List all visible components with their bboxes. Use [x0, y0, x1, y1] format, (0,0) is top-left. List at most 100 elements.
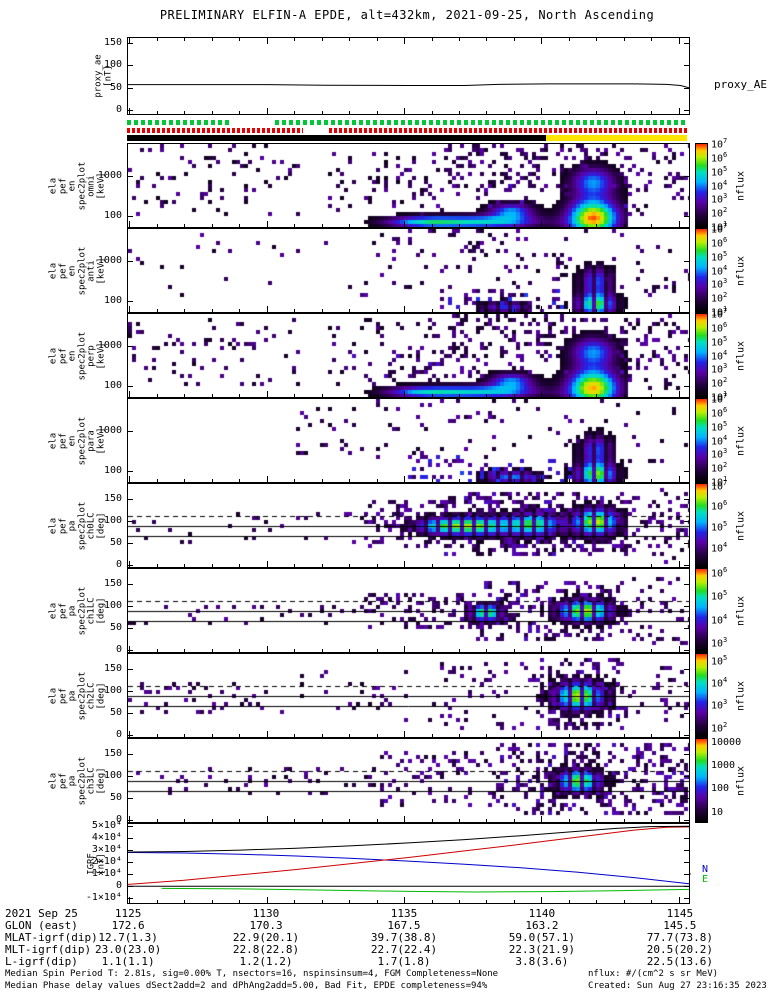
time-minor-tick [596, 564, 597, 567]
time-minor-tick [267, 479, 268, 482]
colorbar-tick-label: 1000 [711, 760, 736, 771]
time-minor-tick [184, 38, 185, 41]
time-minor-tick [157, 224, 158, 227]
colorbar-anti [695, 228, 708, 313]
y-tick-label-igrf: 3×10⁴ [91, 844, 122, 855]
y-tick [128, 301, 133, 302]
y-tick [684, 898, 689, 899]
colorbar-tick-label: 106 [711, 321, 728, 335]
y-tick [128, 606, 133, 607]
panel-pa1 [127, 568, 690, 653]
time-minor-tick [267, 224, 268, 227]
time-minor-tick [322, 900, 323, 903]
colorbar-axis-label: nflux [735, 340, 747, 371]
time-minor-tick [294, 224, 295, 227]
y-tick [128, 798, 133, 799]
panel-perp [127, 313, 690, 398]
y-tick [128, 65, 133, 66]
time-minor-tick [239, 819, 240, 822]
time-minor-tick [294, 394, 295, 397]
time-minor-tick [267, 734, 268, 737]
time-minor-tick [377, 394, 378, 397]
time-minor-tick [212, 111, 213, 114]
time-minor-tick [651, 649, 652, 652]
time-minor-tick [322, 649, 323, 652]
time-minor-tick [541, 479, 542, 482]
colorbar-tick-label: 103 [711, 698, 728, 712]
table-cell: 77.7(73.8) [646, 931, 713, 944]
series-N [128, 852, 689, 885]
availability-bar-red [329, 128, 688, 133]
time-minor-tick [404, 111, 405, 114]
y-tick [684, 471, 689, 472]
time-minor-tick [514, 309, 515, 312]
y-tick [684, 110, 689, 111]
footer-created: Created: Sun Aug 27 23:16:35 2023 [588, 981, 767, 991]
spectrogram-pa3 [128, 739, 689, 822]
axis-label-omni: ela pef en spec2plot omni [keV] [48, 161, 107, 210]
time-minor-tick [596, 224, 597, 227]
time-minor-tick [129, 309, 130, 312]
table-cell: 22.3(21.9) [508, 943, 576, 956]
colorbar-tick-label: 104 [711, 179, 728, 193]
time-minor-tick [596, 900, 597, 903]
time-minor-tick [239, 394, 240, 397]
colorbar-tick-label: 105 [711, 654, 728, 668]
colorbar-pa3 [695, 738, 708, 823]
colorbar-tick-label: 101 [711, 475, 728, 489]
colorbar-axis-label: nflux [735, 510, 747, 541]
time-minor-tick [184, 309, 185, 312]
time-minor-tick [212, 734, 213, 737]
y-tick-label-proxy: 100 [103, 59, 122, 70]
time-minor-tick [184, 734, 185, 737]
y-tick [684, 216, 689, 217]
footer-nflux-units: nflux: #/(cm^2 s sr MeV) [588, 969, 719, 979]
time-minor-tick [184, 479, 185, 482]
time-minor-tick [596, 734, 597, 737]
colorbar-tick-label: 103 [711, 636, 728, 650]
y-tick [128, 565, 133, 566]
table-cell: 59.0(57.1) [508, 931, 576, 944]
spectrogram-pa2 [128, 654, 689, 737]
y-tick [684, 584, 689, 585]
colorbar-tick-label: 104 [711, 264, 728, 278]
colorbar-tick-label: 100 [711, 783, 730, 794]
y-tick [684, 65, 689, 66]
time-minor-tick [569, 224, 570, 227]
time-minor-tick [569, 479, 570, 482]
y-tick-label-pa2: 0 [115, 729, 122, 740]
time-minor-tick [294, 734, 295, 737]
time-minor-tick [651, 564, 652, 567]
series-Bdown [128, 826, 689, 885]
time-minor-tick [184, 900, 185, 903]
y-tick [684, 565, 689, 566]
time-minor-tick [157, 649, 158, 652]
time-minor-tick [349, 564, 350, 567]
time-minor-tick [267, 38, 268, 41]
time-minor-tick [349, 224, 350, 227]
table-cell: 12.7(1.3) [98, 931, 158, 944]
time-minor-tick [569, 564, 570, 567]
y-tick-label-pa1: 100 [103, 600, 122, 611]
time-minor-tick [377, 649, 378, 652]
time-minor-tick [486, 479, 487, 482]
time-minor-tick [624, 819, 625, 822]
time-minor-tick [322, 819, 323, 822]
time-minor-tick [349, 900, 350, 903]
footer-line-1: Median Spin Period T: 2.81s, sig=0.00% T… [5, 969, 499, 979]
colorbar-tick-label: 103 [711, 192, 728, 206]
time-minor-tick [239, 900, 240, 903]
time-minor-tick [596, 309, 597, 312]
time-minor-tick [294, 564, 295, 567]
time-minor-tick [157, 819, 158, 822]
table-cell: 167.5 [387, 919, 421, 932]
time-minor-tick [212, 394, 213, 397]
time-minor-tick [239, 111, 240, 114]
time-major-tick [541, 38, 542, 44]
y-tick [128, 176, 133, 177]
time-minor-tick [514, 111, 515, 114]
spectrogram-perp [128, 314, 689, 397]
panel-omni [127, 143, 690, 228]
time-minor-tick [157, 479, 158, 482]
